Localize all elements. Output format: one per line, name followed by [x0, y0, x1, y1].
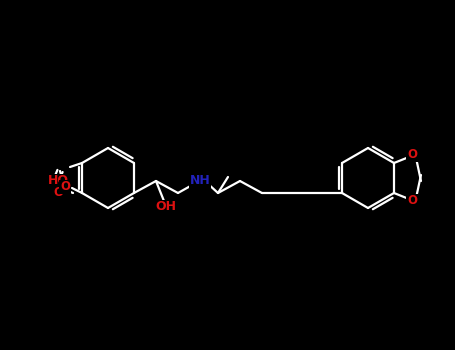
Text: O: O	[53, 186, 63, 198]
Text: O: O	[60, 181, 70, 194]
Text: O: O	[407, 148, 417, 161]
Text: O: O	[407, 195, 417, 208]
Text: OH: OH	[156, 201, 177, 214]
Text: NH: NH	[190, 175, 210, 188]
Text: HO: HO	[47, 175, 69, 188]
